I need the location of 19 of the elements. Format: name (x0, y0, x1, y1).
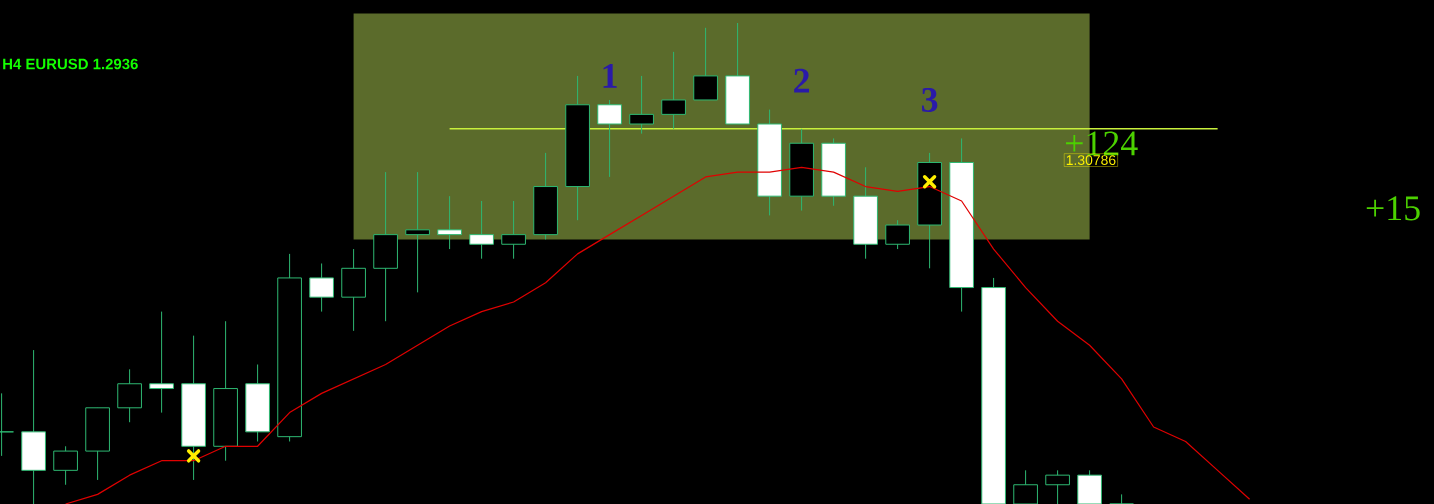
annotation: 2 (794, 68, 810, 93)
candlestick (437, 195, 462, 250)
candlestick (661, 51, 686, 130)
annotation: 3 (921, 87, 938, 112)
candlestick (1109, 493, 1134, 504)
text: H4 EURUSD 1.2936 (3, 58, 138, 70)
annotation: 1.30786 (1066, 155, 1116, 166)
candlestick (53, 445, 78, 486)
annotation: 1 (603, 64, 617, 88)
candlestick (309, 263, 334, 313)
candlestick (149, 311, 174, 414)
candlestick (405, 171, 430, 293)
candlestick (501, 200, 526, 260)
candlestick (597, 99, 622, 178)
annotation: +124 (1065, 131, 1138, 156)
candlestick (629, 75, 654, 135)
candlestick (469, 200, 494, 260)
text: +15 (1366, 196, 1420, 221)
candlestick (885, 219, 910, 250)
